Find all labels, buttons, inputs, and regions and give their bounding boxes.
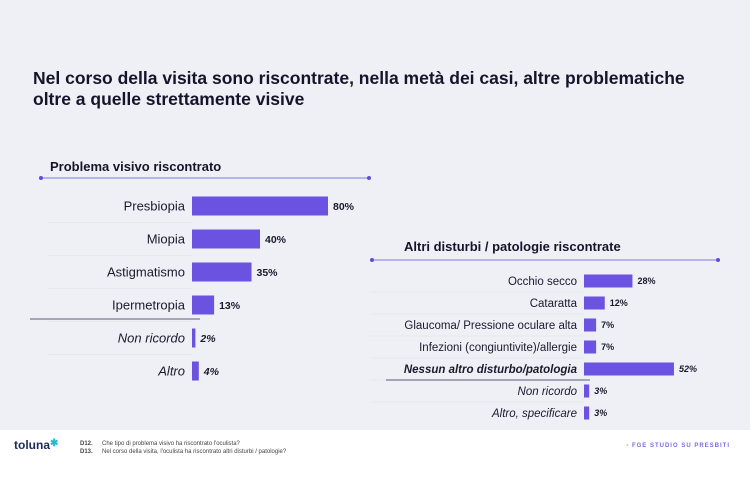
chart1-value-label: 13%	[219, 300, 241, 312]
chart1-category-label: Ipermetropia	[112, 298, 186, 313]
chart2: Occhio secco 28% Cataratta 12% Glaucoma/ Pre…	[370, 274, 697, 420]
chart1-value-label: 4%	[203, 366, 220, 378]
chart1-bar	[192, 229, 260, 249]
toluna-logo: toluna✱	[14, 438, 59, 452]
chart1-category-label: Astigmatismo	[107, 265, 185, 280]
chart1-bar	[192, 262, 252, 282]
chart2-category-label: Glaucoma/ Pressione oculare alta	[404, 320, 577, 332]
chart1-category-label: Presbiopia	[124, 199, 186, 214]
chart2-bar	[584, 406, 590, 420]
chart1-header-dot-right	[367, 176, 371, 180]
chart1-category-label: Miopia	[147, 232, 186, 247]
footnote-d12: D12. Che tipo di problema visivo ha risco…	[80, 441, 240, 447]
chart1: Presbiopia 80% Miopia 40% Astigmatismo 35% Ipe…	[48, 196, 355, 381]
chart1-bar	[192, 361, 199, 381]
chart1-value-label: 40%	[265, 234, 287, 246]
chart1-value-label: 80%	[333, 201, 355, 213]
chart2-header-dot-right	[716, 258, 720, 262]
chart2-value-label: 7%	[601, 342, 614, 352]
star-icon: ✱	[50, 438, 59, 449]
chart2-bar	[584, 274, 633, 288]
chart2-bar	[584, 296, 605, 310]
chart2-bar	[584, 318, 597, 332]
chart2-value-label: 7%	[601, 320, 614, 330]
chart1-value-label: 2%	[199, 333, 216, 345]
chart2-value-label: 52%	[679, 364, 697, 374]
chart2-category-label: Occhio secco	[508, 276, 577, 288]
chart2-header-dot-left	[370, 258, 374, 262]
chart2-category-label: Cataratta	[530, 298, 578, 310]
footnote-d13: D13. Nel corso della visita, l'oculista h…	[80, 449, 287, 455]
chart1-bar	[192, 196, 328, 216]
footer-background	[0, 430, 750, 500]
chart1-category-label: Non ricordo	[118, 331, 185, 346]
chart1-bar	[192, 295, 215, 315]
chart2-title: Altri disturbi / patologie riscontrate	[404, 239, 621, 254]
chart1-title: Problema visivo riscontrato	[50, 159, 222, 174]
chart1-bar	[192, 328, 196, 348]
chart2-value-label: 3%	[594, 408, 607, 418]
chart2-value-label: 3%	[594, 386, 607, 396]
chart2-category-label: Non ricordo	[518, 386, 578, 398]
chart2-category-label: Nessun altro disturbo/patologia	[404, 364, 578, 376]
slide-background	[0, 0, 750, 430]
chart2-bar	[584, 384, 590, 398]
chart1-value-label: 35%	[257, 267, 279, 279]
chart2-bar	[584, 340, 597, 354]
study-label: - FGE STUDIO SU PRESBITI	[626, 443, 730, 449]
chart2-value-label: 28%	[637, 276, 655, 286]
chart2-value-label: 12%	[610, 298, 628, 308]
chart1-header-dot-left	[39, 176, 43, 180]
chart2-category-label: Infezioni (congiuntivite)/allergie	[419, 342, 577, 354]
chart2-bar	[584, 362, 674, 376]
slide-title: Nel corso della visita sono riscontrate,…	[33, 68, 685, 109]
chart2-category-label: Altro, specificare	[491, 408, 577, 420]
charts-canvas: Presbiopia 80% Miopia 40% Astigmatismo 35% Ipe…	[30, 176, 720, 420]
chart1-category-label: Altro	[157, 364, 185, 379]
